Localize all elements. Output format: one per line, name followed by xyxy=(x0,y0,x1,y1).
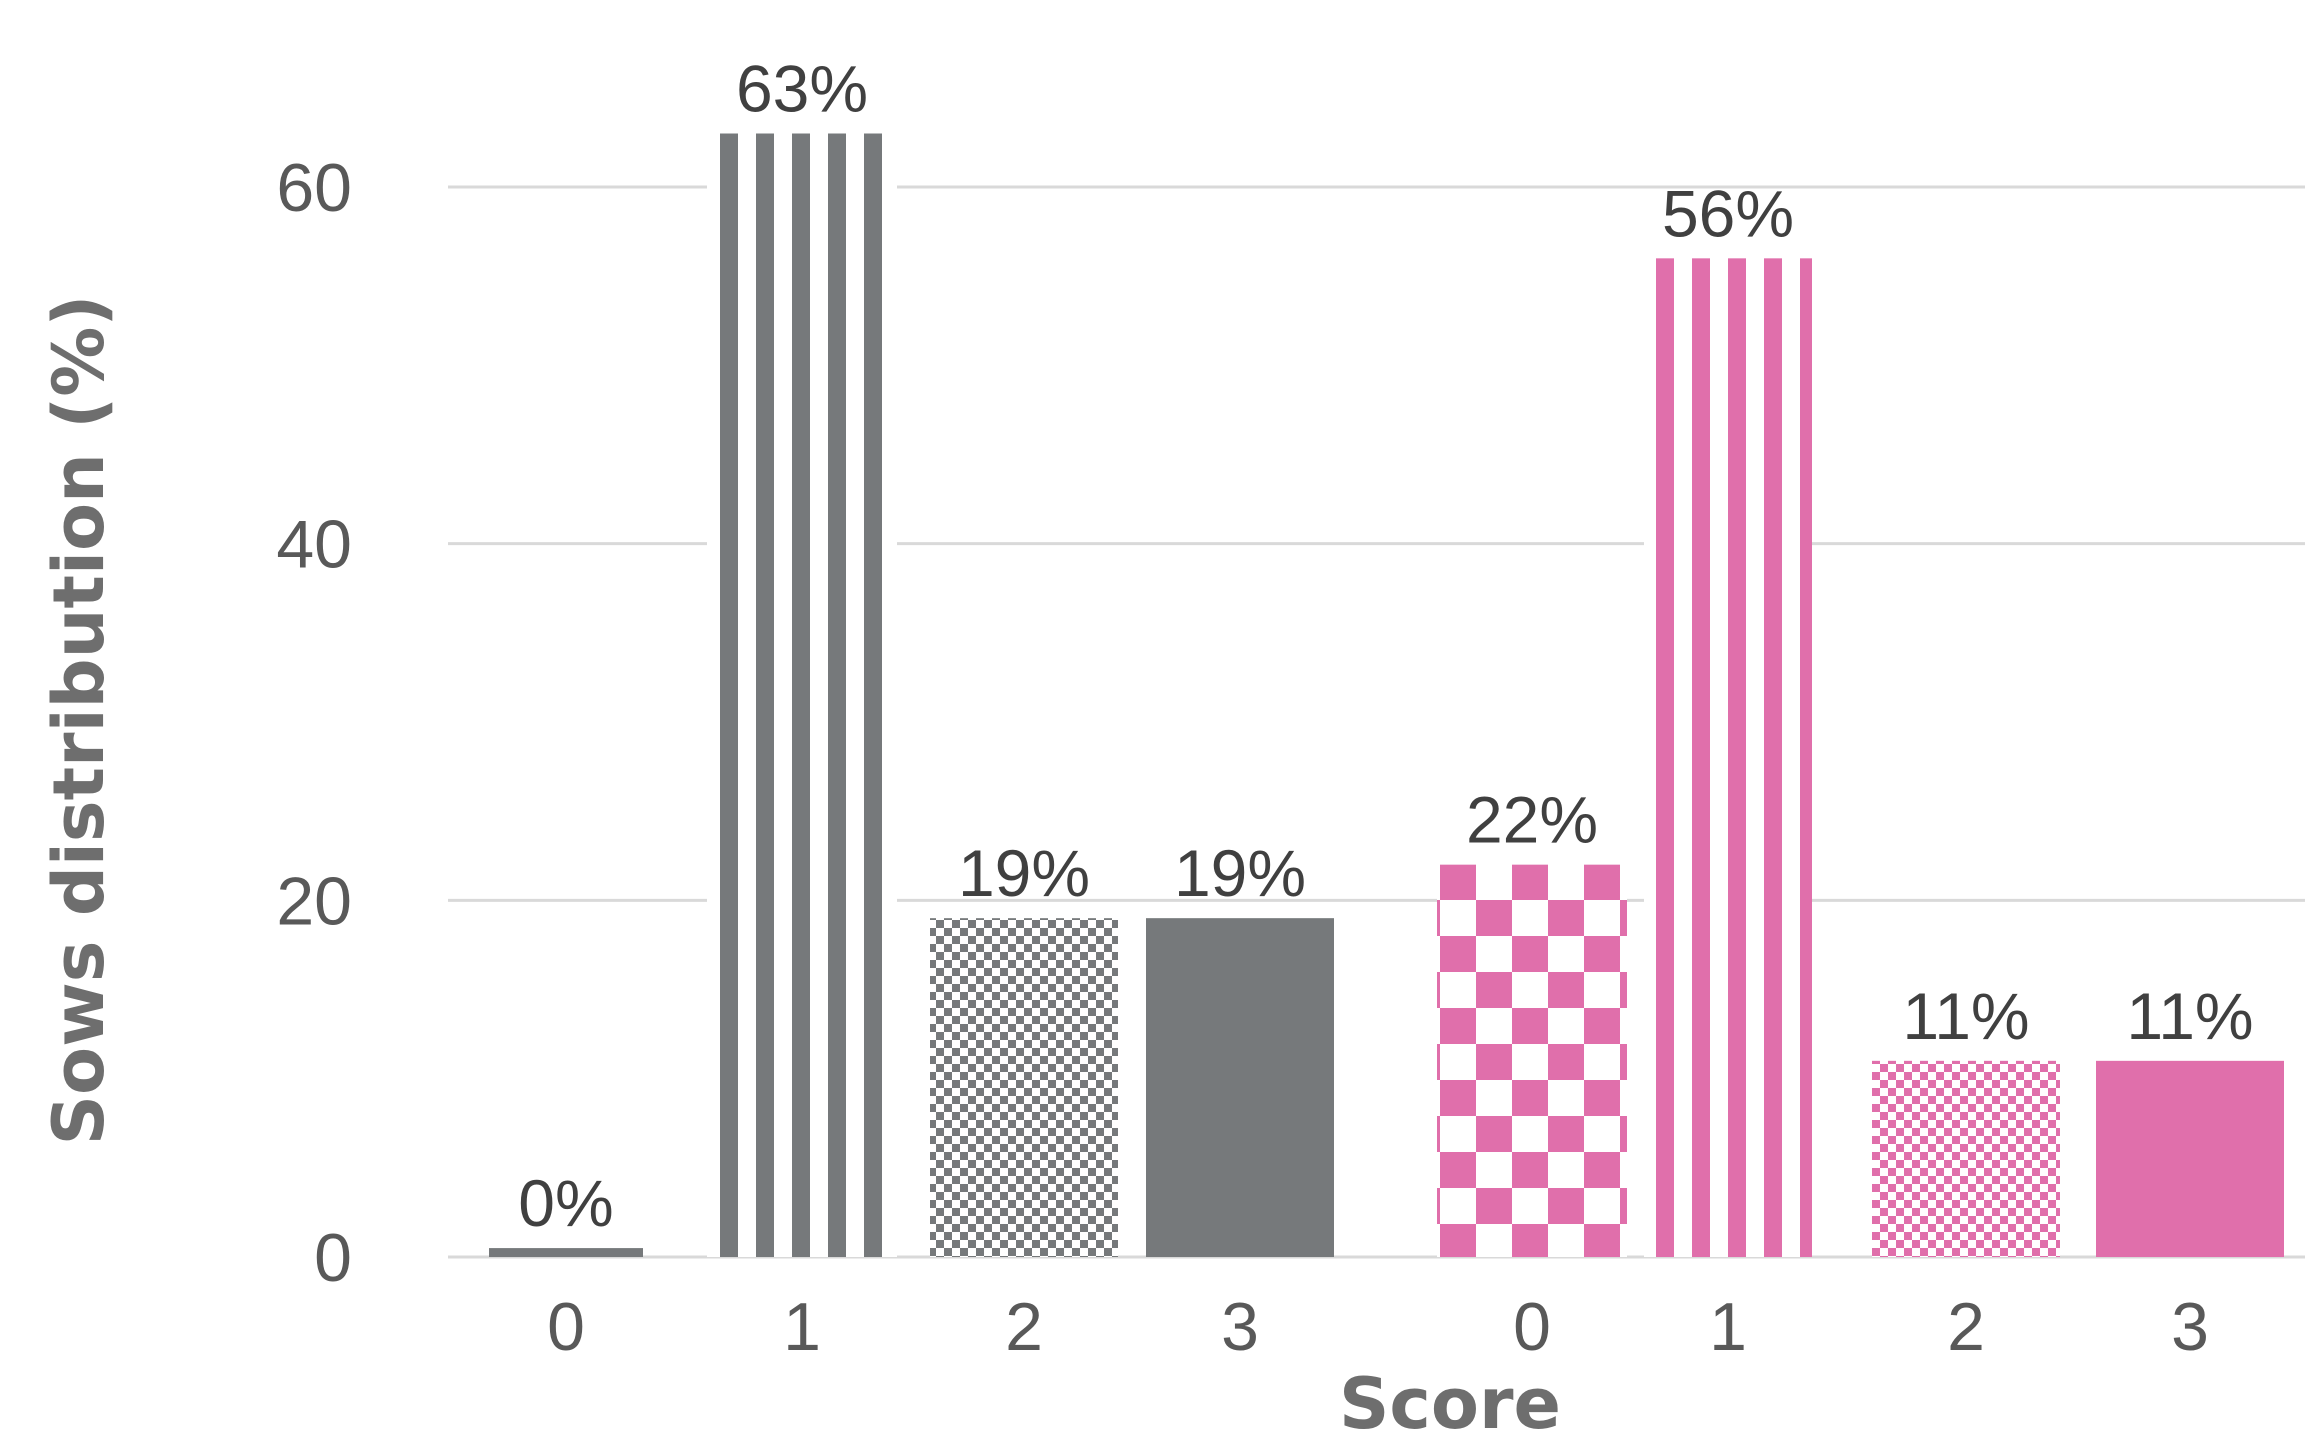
data-label: 0% xyxy=(518,1166,613,1240)
data-label: 11% xyxy=(2126,979,2253,1053)
y-tick-label: 0 xyxy=(314,1220,352,1296)
x-tick-label: 3 xyxy=(2171,1289,2209,1365)
x-axis-title: Score xyxy=(1339,1363,1561,1436)
bar-score-2-group-2 xyxy=(1872,1060,2060,1257)
y-axis-title: Sows distribution (%) xyxy=(38,295,120,1146)
y-tick-label: 40 xyxy=(276,507,352,583)
data-label: 56% xyxy=(1662,176,1794,250)
data-label: 11% xyxy=(1902,979,2029,1053)
data-label: 63% xyxy=(736,52,868,126)
bar-score-1-group-1 xyxy=(707,133,897,1257)
data-label: 19% xyxy=(958,836,1090,910)
bar-score-1-group-2 xyxy=(1644,258,1812,1257)
y-tick-label: 60 xyxy=(276,150,352,226)
x-tick-label: 3 xyxy=(1221,1289,1259,1365)
x-axis-ticks: 0 1 2 3 0 1 2 3 xyxy=(547,1289,2209,1365)
x-tick-label: 1 xyxy=(1709,1289,1747,1365)
y-tick-label: 20 xyxy=(276,863,352,939)
x-tick-label: 2 xyxy=(1005,1289,1043,1365)
x-tick-label: 1 xyxy=(783,1289,821,1365)
bar-score-0-group-1 xyxy=(489,1248,643,1257)
data-labels: 0% 63% 19% 19% 22% 56% 11% 11% xyxy=(518,52,2253,1241)
bar-score-2-group-1 xyxy=(930,918,1118,1257)
bars xyxy=(489,133,2284,1257)
x-tick-label: 0 xyxy=(547,1289,585,1365)
data-label: 19% xyxy=(1174,836,1306,910)
bar-score-0-group-2 xyxy=(1437,864,1627,1257)
y-axis-ticks: 0 20 40 60 xyxy=(276,150,352,1296)
x-tick-label: 0 xyxy=(1513,1289,1551,1365)
x-tick-label: 2 xyxy=(1947,1289,1985,1365)
bar-score-3-group-2 xyxy=(2096,1060,2284,1257)
bar-score-3-group-1 xyxy=(1146,918,1334,1257)
data-label: 22% xyxy=(1466,783,1598,857)
